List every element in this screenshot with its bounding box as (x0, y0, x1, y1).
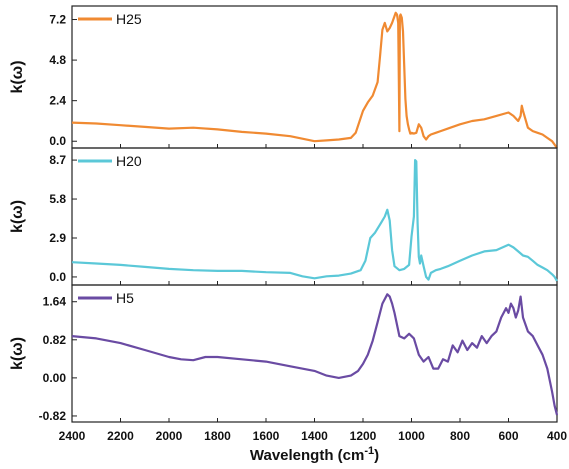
legend-label: H25 (116, 11, 142, 27)
y-tick-label: 0.00 (43, 371, 67, 385)
x-axis: 2400 2200 2000 1800 1600 1400 1200 1000 800 600 40… (59, 429, 568, 464)
panel-frame (71, 147, 558, 286)
y-tick-label: 2.4 (49, 94, 66, 108)
y-axis-label: k(ω) (9, 60, 26, 93)
x-axis-label-superscript: -1 (364, 445, 374, 457)
x-axis-label: Wavelength (cm-1) (250, 445, 379, 464)
series-line-h5 (71, 293, 559, 416)
x-tick-label: 2200 (107, 429, 134, 443)
x-tick-label: 2000 (156, 429, 183, 443)
y-axis-label: k(ω) (9, 337, 26, 370)
x-tick-label: 1000 (398, 429, 425, 443)
series-line-h20 (71, 159, 558, 282)
panel-frame (71, 284, 558, 423)
y-tick-label: 2.9 (49, 231, 66, 245)
panel-1: 7.2 4.8 2.4 0.0 k(ω) H25 (9, 5, 558, 149)
y-tick-label: 5.8 (49, 192, 66, 206)
x-tick-label: 2400 (59, 429, 86, 443)
y-tick-label: 8.7 (49, 153, 66, 167)
x-axis-label-end: ) (374, 447, 379, 464)
x-axis-label-main: Wavelength (cm (250, 447, 364, 464)
x-tick-label: 1800 (204, 429, 231, 443)
y-tick-label: -0.82 (39, 409, 67, 423)
y-tick-label: 4.8 (49, 53, 66, 67)
panel-3: 1.64 0.82 0.00 -0.82 k(ω) H5 (9, 284, 559, 423)
x-tick-label: 1400 (301, 429, 328, 443)
legend-label: H5 (116, 290, 134, 306)
legend-label: H20 (116, 153, 142, 169)
y-tick-label: 1.64 (43, 295, 67, 309)
x-tick-label: 600 (498, 429, 518, 443)
x-tick-label: 800 (450, 429, 470, 443)
y-tick-label: 0.0 (49, 270, 66, 284)
series-line-h25 (71, 11, 558, 149)
y-axis-label: k(ω) (9, 200, 26, 233)
y-tick-label: 0.82 (43, 333, 67, 347)
y-tick-label: 7.2 (49, 13, 66, 27)
x-tick-label: 1600 (253, 429, 280, 443)
x-tick-label: 400 (547, 429, 567, 443)
panel-2: 8.7 5.8 2.9 0.0 k(ω) H20 (9, 147, 558, 286)
y-tick-label: 0.0 (49, 134, 66, 148)
x-tick-label: 1200 (350, 429, 377, 443)
